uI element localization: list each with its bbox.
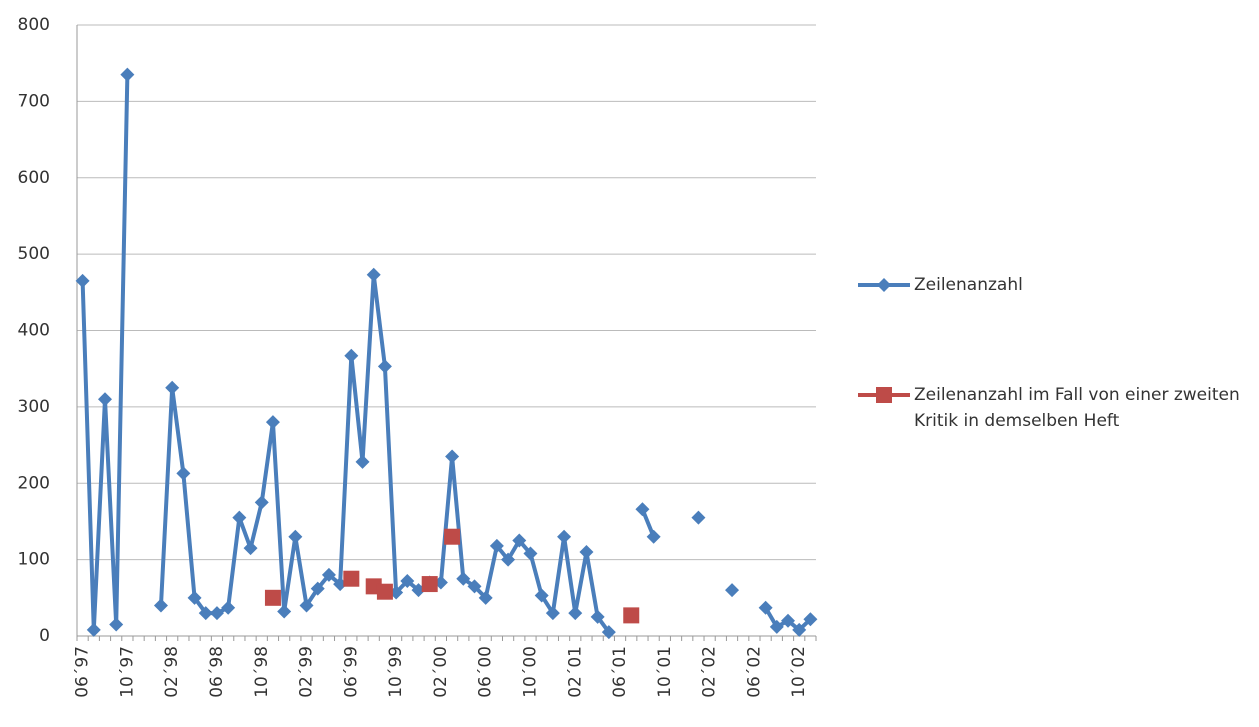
marker: [310, 581, 325, 596]
marker: [803, 612, 818, 627]
marker: [366, 267, 381, 282]
marker: [758, 600, 773, 615]
marker: [232, 510, 247, 525]
x-tick-label: 10´02: [789, 646, 809, 698]
marker: [209, 606, 224, 621]
marker: [792, 622, 807, 637]
legend-label: Zeilenanzahl im Fall von einer zweiten K…: [914, 385, 1240, 431]
marker: [165, 380, 180, 395]
marker: [343, 570, 360, 587]
marker: [109, 617, 124, 632]
y-tick-label: 600: [18, 168, 50, 188]
legend-marker: [877, 278, 891, 292]
x-tick-label: 06´02: [744, 646, 764, 698]
marker: [344, 348, 359, 363]
x-tick-label: 02´00: [431, 646, 451, 698]
marker: [86, 622, 101, 637]
x-tick-label: 10´98: [252, 646, 272, 698]
marker: [400, 574, 415, 589]
y-tick-label: 300: [18, 397, 50, 417]
marker: [512, 533, 527, 548]
x-tick-label: 06´01: [610, 646, 630, 698]
marker: [691, 510, 706, 525]
marker: [769, 619, 784, 634]
marker: [221, 600, 236, 615]
x-tick-label: 10´99: [386, 646, 406, 698]
marker: [288, 529, 303, 544]
x-tick-label: 02´99: [297, 646, 317, 698]
marker: [299, 598, 314, 613]
series-line: [80, 74, 812, 634]
marker: [534, 588, 549, 603]
marker: [254, 495, 269, 510]
marker: [557, 529, 572, 544]
marker: [725, 583, 740, 598]
x-tick-label: 06´99: [341, 646, 361, 698]
x-tick-label: 02´02: [700, 646, 720, 698]
y-tick-label: 800: [18, 15, 50, 35]
marker: [264, 589, 281, 606]
marker: [198, 606, 213, 621]
marker: [243, 541, 258, 556]
marker: [489, 538, 504, 553]
x-tick-label: 10´97: [117, 646, 137, 698]
x-tick-label: 10´00: [520, 646, 540, 698]
y-tick-label: 100: [18, 550, 50, 570]
marker: [377, 359, 392, 374]
x-tick-label: 10´01: [655, 646, 675, 698]
x-tick-label: 02´01: [565, 646, 585, 698]
marker: [176, 466, 191, 481]
marker: [501, 552, 516, 567]
marker: [646, 529, 661, 544]
marker: [635, 502, 650, 517]
x-tick-label: 06´98: [207, 646, 227, 698]
marker: [120, 67, 135, 82]
marker: [421, 576, 438, 593]
marker: [97, 392, 112, 407]
y-tick-label: 400: [18, 321, 50, 341]
marker: [187, 590, 202, 605]
marker: [781, 613, 796, 628]
marker: [523, 546, 538, 561]
marker: [478, 590, 493, 605]
marker: [579, 544, 594, 559]
marker: [265, 415, 280, 430]
marker: [590, 609, 605, 624]
marker: [444, 528, 461, 545]
y-tick-label: 0: [39, 626, 50, 646]
marker: [277, 604, 292, 619]
x-tick-label: 06´97: [73, 646, 93, 698]
marker: [467, 579, 482, 594]
y-tick-label: 200: [18, 473, 50, 493]
marker: [321, 567, 336, 582]
marker: [568, 606, 583, 621]
marker: [355, 454, 370, 469]
marker: [153, 598, 168, 613]
x-tick-label: 02´98: [162, 646, 182, 698]
marker: [623, 607, 640, 624]
y-tick-label: 700: [18, 91, 50, 111]
marker: [545, 606, 560, 621]
marker: [445, 449, 460, 464]
x-tick-label: 06´00: [476, 646, 496, 698]
legend-marker: [876, 387, 892, 403]
legend-label: Zeilenanzahl: [914, 275, 1023, 295]
marker: [456, 571, 471, 586]
marker: [601, 625, 616, 640]
marker: [376, 583, 393, 600]
y-tick-label: 500: [18, 244, 50, 264]
marker: [75, 273, 90, 288]
